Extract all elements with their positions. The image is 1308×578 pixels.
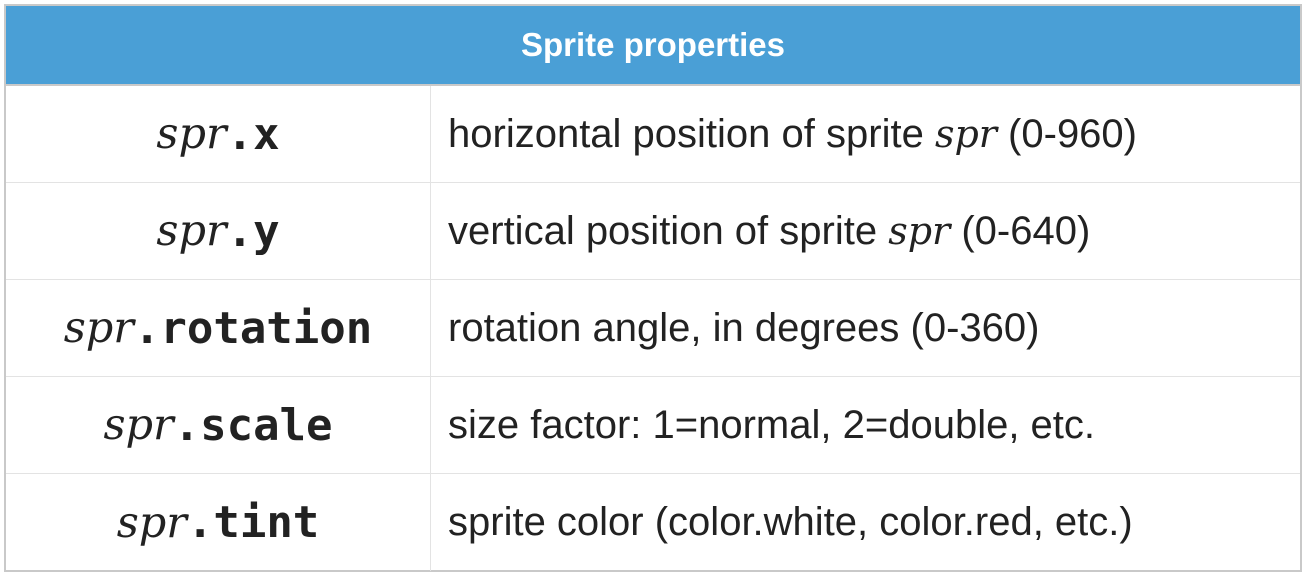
property-name: .y xyxy=(226,205,280,257)
description-range: (0-640) xyxy=(950,208,1091,253)
property-description-cell: rotation angle, in degrees (0-360) xyxy=(431,280,1300,376)
table-row-x: spr .x horizontal position of sprite spr … xyxy=(6,86,1300,183)
sprite-variable: spr xyxy=(103,400,174,450)
description-text: horizontal position of sprite xyxy=(448,111,935,156)
property-name-cell: spr .rotation xyxy=(6,280,431,376)
property-name: .rotation xyxy=(133,302,373,354)
property-description-cell: size factor: 1=normal, 2=double, etc. xyxy=(431,377,1300,473)
table-title: Sprite properties xyxy=(6,6,1300,86)
table-row-rotation: spr .rotation rotation angle, in degrees … xyxy=(6,280,1300,377)
sprite-variable: spr xyxy=(156,206,227,256)
sprite-variable: spr xyxy=(116,497,187,548)
description-variable: spr xyxy=(888,209,951,253)
property-name: .x xyxy=(226,108,280,160)
table-row-tint: spr .tint sprite color (color.white, colo… xyxy=(6,474,1300,571)
property-description-cell: horizontal position of sprite spr (0-960… xyxy=(431,86,1300,182)
property-name: .scale xyxy=(173,399,333,451)
table-row-y: spr .y vertical position of sprite spr (0… xyxy=(6,183,1300,280)
description-text: rotation angle, in degrees (0-360) xyxy=(448,305,1040,350)
sprite-properties-table: Sprite properties spr .x horizontal posit… xyxy=(4,4,1302,572)
property-name-cell: spr .tint xyxy=(6,474,431,571)
property-description-cell: vertical position of sprite spr (0-640) xyxy=(431,183,1300,279)
table-row-scale: spr .scale size factor: 1=normal, 2=doubl… xyxy=(6,377,1300,474)
description-text: sprite color (color.white, color.red, et… xyxy=(448,500,1133,544)
sprite-variable: spr xyxy=(156,109,227,159)
property-name-cell: spr .y xyxy=(6,183,431,279)
property-name-cell: spr .scale xyxy=(6,377,431,473)
sprite-variable: spr xyxy=(63,303,134,353)
description-text: size factor: 1=normal, 2=double, etc. xyxy=(448,402,1096,447)
property-description-cell: sprite color (color.white, color.red, et… xyxy=(431,474,1300,571)
description-variable: spr xyxy=(934,112,997,156)
property-name: .tint xyxy=(186,497,320,548)
property-name-cell: spr .x xyxy=(6,86,431,182)
description-range: (0-960) xyxy=(996,111,1137,156)
description-text: vertical position of sprite xyxy=(448,208,889,253)
